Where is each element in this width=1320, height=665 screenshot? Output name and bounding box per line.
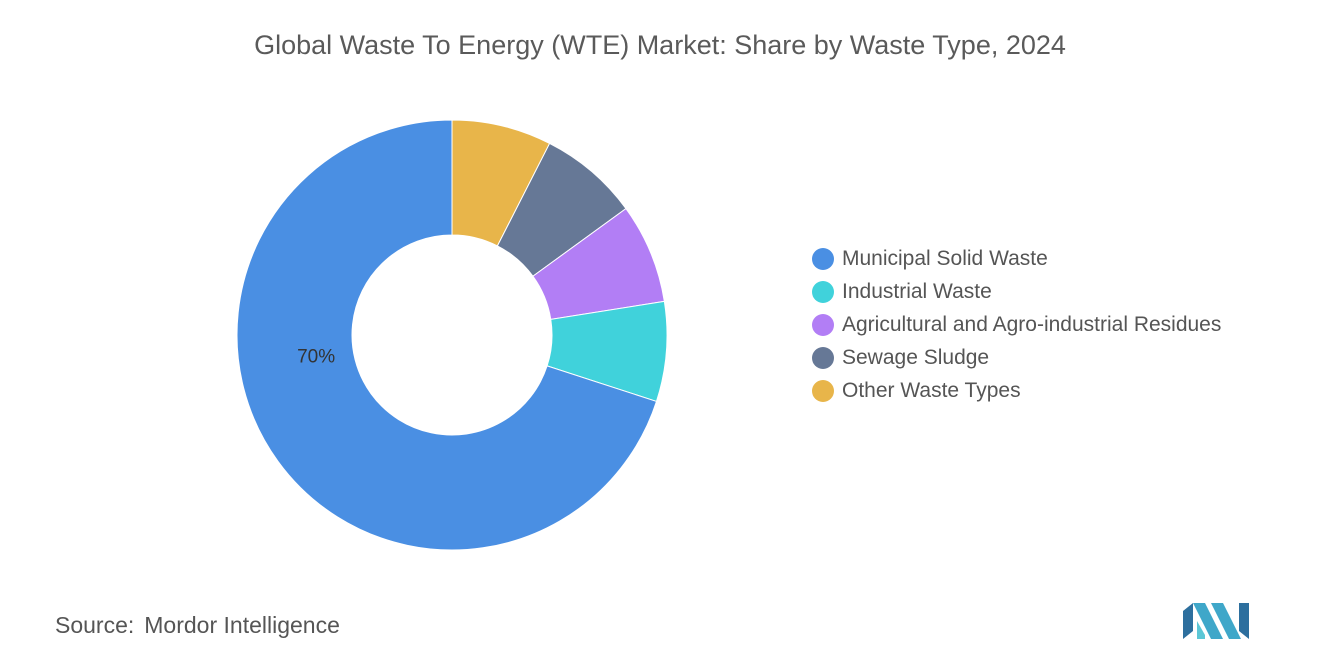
legend-item-sewage-sludge: Sewage Sludge [812, 341, 1221, 374]
legend-swatch [812, 379, 834, 402]
slice-municipal-solid-waste [236, 119, 658, 551]
source-label: Source: [55, 612, 135, 638]
legend-label: Agricultural and Agro-industrial Residue… [842, 312, 1222, 336]
slice-labels: 70% [297, 346, 335, 367]
legend-label: Other Waste Types [842, 378, 1021, 402]
mordor-intelligence-logo-icon [1183, 603, 1249, 639]
donut-slices [236, 119, 668, 551]
legend: Municipal Solid Waste Industrial Waste A… [812, 242, 1221, 407]
legend-swatch [812, 346, 834, 369]
legend-label: Sewage Sludge [842, 345, 990, 369]
legend-label: Industrial Waste [842, 279, 992, 303]
legend-item-industrial-waste: Industrial Waste [812, 275, 1221, 308]
source-value: Mordor Intelligence [144, 612, 340, 638]
legend-swatch [812, 247, 834, 270]
chart-title: Global Waste To Energy (WTE) Market: Sha… [254, 30, 1066, 60]
source-note: Source: Mordor Intelligence [55, 612, 340, 639]
legend-item-other-waste-types: Other Waste Types [812, 374, 1221, 407]
slice-value-label: 70% [297, 346, 335, 367]
legend-item-municipal-solid-waste: Municipal Solid Waste [812, 242, 1221, 275]
legend-label: Municipal Solid Waste [842, 246, 1048, 270]
legend-swatch [812, 313, 834, 336]
legend-item-agricultural-residues: Agricultural and Agro-industrial Residue… [812, 308, 1221, 341]
legend-swatch [812, 280, 834, 303]
